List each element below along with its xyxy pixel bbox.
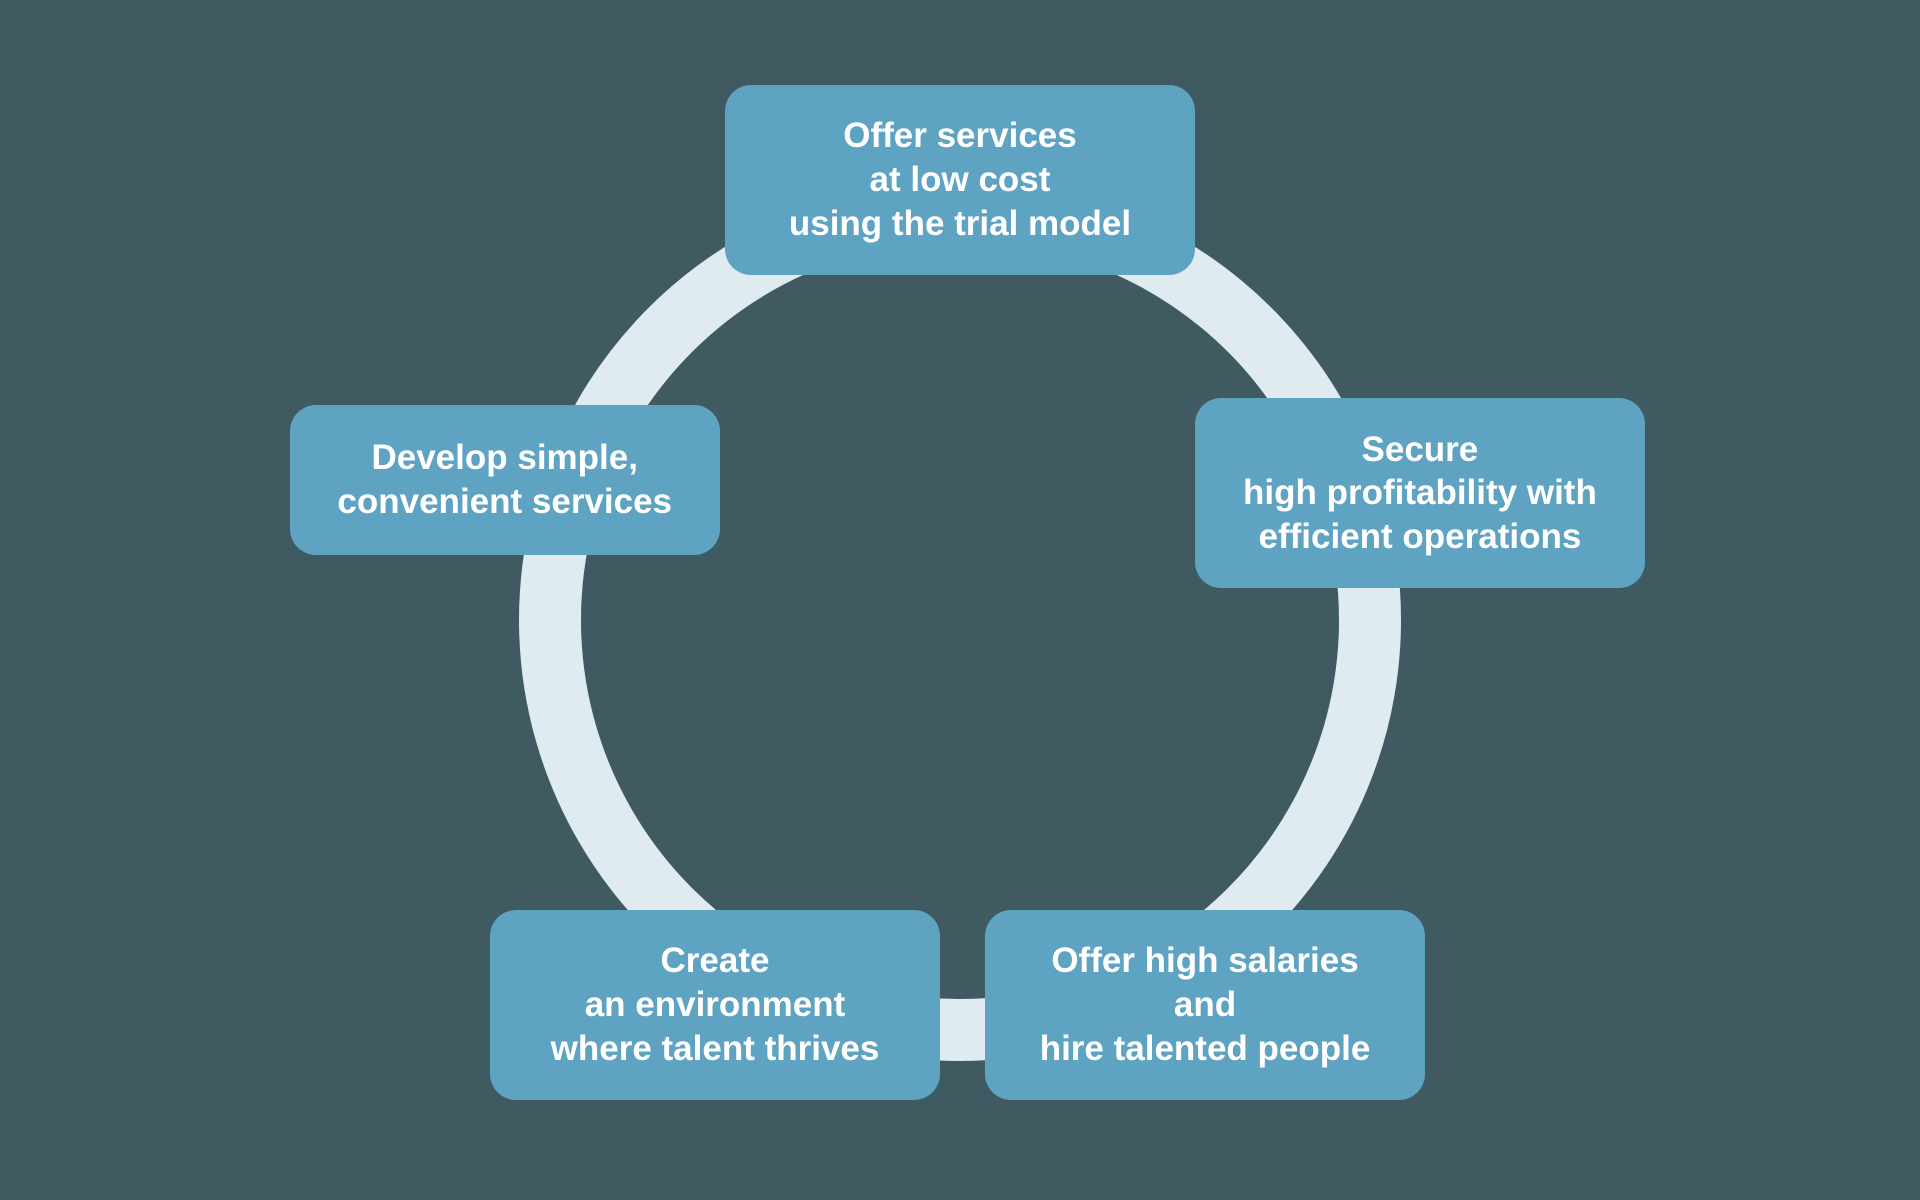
cycle-node-label: Offer servicesat low costusing the trial… (789, 114, 1131, 245)
cycle-node-label-line: Offer services (789, 114, 1131, 158)
cycle-node-create-environment: Createan environmentwhere talent thrives (490, 910, 940, 1100)
cycle-node-label-line: Offer high salaries (1040, 939, 1371, 983)
cycle-node-develop-services: Develop simple,convenient services (290, 405, 720, 555)
cycle-node-label-line: using the trial model (789, 202, 1131, 246)
cycle-node-label-line: hire talented people (1040, 1027, 1371, 1071)
cycle-node-label-line: high profitability with (1243, 471, 1597, 515)
cycle-node-label-line: an environment (551, 983, 880, 1027)
cycle-node-label-line: Secure (1243, 428, 1597, 472)
cycle-node-offer-low-cost: Offer servicesat low costusing the trial… (725, 85, 1195, 275)
cycle-diagram: Offer servicesat low costusing the trial… (0, 0, 1920, 1200)
cycle-node-secure-profitability: Securehigh profitability withefficient o… (1195, 398, 1645, 588)
cycle-node-label-line: and (1040, 983, 1371, 1027)
cycle-node-label-line: convenient services (337, 480, 672, 524)
cycle-node-label-line: Create (551, 939, 880, 983)
cycle-node-offer-high-salaries: Offer high salariesandhire talented peop… (985, 910, 1425, 1100)
cycle-node-label-line: at low cost (789, 158, 1131, 202)
cycle-node-label: Createan environmentwhere talent thrives (551, 939, 880, 1070)
cycle-ring-arc (550, 210, 1370, 1030)
cycle-node-label: Develop simple,convenient services (337, 436, 672, 524)
cycle-node-label: Offer high salariesandhire talented peop… (1040, 939, 1371, 1070)
cycle-node-label-line: where talent thrives (551, 1027, 880, 1071)
cycle-node-label-line: efficient operations (1243, 515, 1597, 559)
cycle-node-label-line: Develop simple, (337, 436, 672, 480)
cycle-node-label: Securehigh profitability withefficient o… (1243, 428, 1597, 559)
